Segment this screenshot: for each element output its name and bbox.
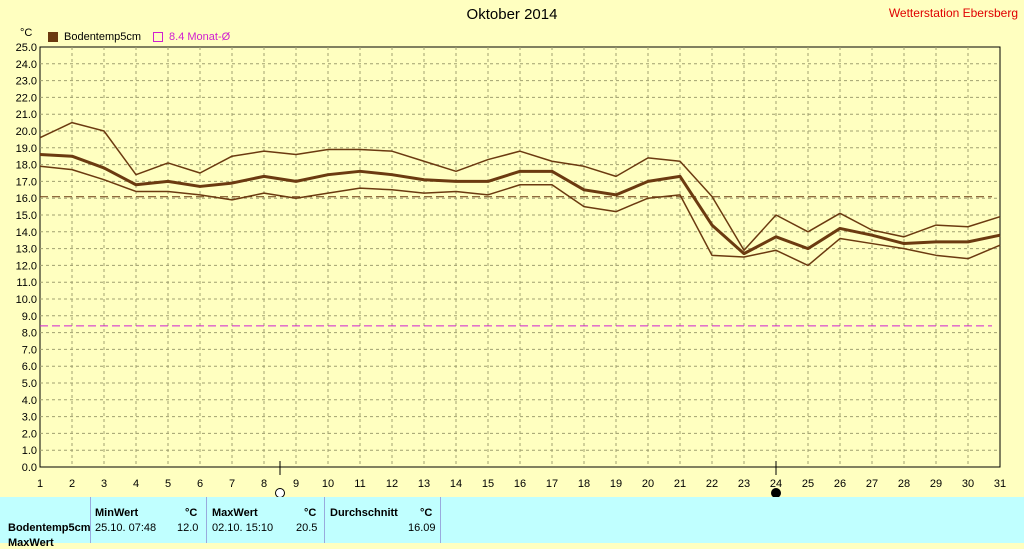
- x-tick-label: 12: [386, 478, 398, 490]
- x-tick-label: 5: [165, 478, 171, 490]
- avg-value: 16.09: [408, 522, 436, 534]
- legend-swatch-bodentemp: [48, 32, 58, 42]
- y-tick-label: 6.0: [22, 361, 37, 373]
- new-moon-icon: [771, 488, 781, 497]
- legend-swatch-average: [153, 32, 164, 42]
- x-tick-label: 19: [610, 478, 622, 490]
- next-row-label: MaxWert: [8, 537, 54, 549]
- x-tick-label: 26: [834, 478, 846, 490]
- y-tick-label: 13.0: [16, 244, 37, 256]
- station-name: Wetterstation Ebersberg: [888, 6, 1018, 20]
- y-axis-unit: °C: [20, 27, 33, 39]
- x-tick-label: 27: [866, 478, 878, 490]
- series-line-mean: [39, 153, 1001, 256]
- series-line-min: [39, 165, 1001, 267]
- x-tick-label: 6: [197, 478, 203, 490]
- min-time: 25.10. 07:48: [95, 522, 157, 534]
- legend-label-bodentemp: Bodentemp5cm: [64, 31, 142, 43]
- header-avg-unit: °C: [420, 507, 433, 519]
- header-avg: Durchschnitt: [330, 507, 398, 519]
- x-tick-label: 16: [514, 478, 526, 490]
- y-tick-label: 7.0: [22, 344, 37, 356]
- max-value: 20.5: [296, 522, 318, 534]
- y-tick-label: 21.0: [16, 109, 37, 121]
- x-tick-label: 15: [482, 478, 494, 490]
- x-tick-label: 30: [962, 478, 974, 490]
- y-tick-label: 4.0: [22, 395, 37, 407]
- header-min: MinWert: [95, 507, 139, 519]
- y-tick-label: 12.0: [16, 260, 37, 272]
- stats-table: MinWert °C MaxWert °C Durchschnitt °C Bo…: [0, 497, 1024, 549]
- x-tick-label: 22: [706, 478, 718, 490]
- min-value: 12.0: [177, 522, 199, 534]
- x-tick-label: 7: [229, 478, 235, 490]
- row-label: Bodentemp5cm: [8, 522, 91, 534]
- y-tick-label: 1.0: [22, 445, 37, 457]
- x-tick-label: 31: [994, 478, 1006, 490]
- y-tick-label: 17.0: [16, 176, 37, 188]
- max-time: 02.10. 15:10: [212, 522, 274, 534]
- header-min-unit: °C: [185, 507, 198, 519]
- x-tick-label: 3: [101, 478, 107, 490]
- full-moon-icon: [275, 488, 285, 497]
- y-tick-label: 9.0: [22, 311, 37, 323]
- y-tick-label: 25.0: [16, 42, 37, 54]
- legend-label-average: 8.4 Monat-Ø: [169, 31, 231, 43]
- y-tick-label: 23.0: [16, 76, 37, 88]
- x-tick-label: 28: [898, 478, 910, 490]
- x-tick-label: 17: [546, 478, 558, 490]
- y-tick-label: 11.0: [16, 277, 37, 289]
- y-tick-label: 15.0: [16, 210, 37, 222]
- y-tick-label: 14.0: [16, 227, 37, 239]
- y-tick-label: 16.0: [16, 193, 37, 205]
- x-tick-label: 8: [261, 478, 267, 490]
- x-tick-label: 25: [802, 478, 814, 490]
- y-tick-label: 22.0: [16, 92, 37, 104]
- y-tick-label: 0.0: [22, 462, 37, 474]
- y-tick-label: 10.0: [16, 294, 37, 306]
- x-tick-label: 14: [450, 478, 462, 490]
- x-tick-label: 9: [293, 478, 299, 490]
- x-tick-label: 11: [354, 478, 365, 490]
- x-tick-label: 18: [578, 478, 590, 490]
- y-tick-label: 3.0: [22, 412, 37, 424]
- x-tick-label: 23: [738, 478, 750, 490]
- legend: Bodentemp5cm 8.4 Monat-Ø: [48, 31, 230, 43]
- y-tick-label: 2.0: [22, 428, 37, 440]
- x-tick-label: 13: [418, 478, 430, 490]
- x-tick-label: 2: [69, 478, 75, 490]
- x-tick-label: 21: [674, 478, 686, 490]
- x-tick-label: 1: [37, 478, 43, 490]
- y-tick-label: 18.0: [16, 160, 37, 172]
- header-max: MaxWert: [212, 507, 258, 519]
- chart-title: Oktober 2014: [466, 6, 558, 23]
- y-tick-label: 24.0: [16, 59, 37, 71]
- y-tick-label: 8.0: [22, 328, 37, 340]
- series-line-max: [39, 121, 1001, 252]
- header-max-unit: °C: [304, 507, 317, 519]
- x-tick-label: 24: [770, 478, 782, 490]
- x-tick-label: 10: [322, 478, 334, 490]
- y-tick-label: 20.0: [16, 126, 37, 138]
- x-tick-label: 29: [930, 478, 942, 490]
- y-tick-label: 19.0: [16, 143, 37, 155]
- x-tick-label: 4: [133, 478, 139, 490]
- x-tick-label: 20: [642, 478, 654, 490]
- y-tick-label: 5.0: [22, 378, 37, 390]
- chart-plot: 0.01.02.03.04.05.06.07.08.09.010.011.012…: [16, 42, 1006, 497]
